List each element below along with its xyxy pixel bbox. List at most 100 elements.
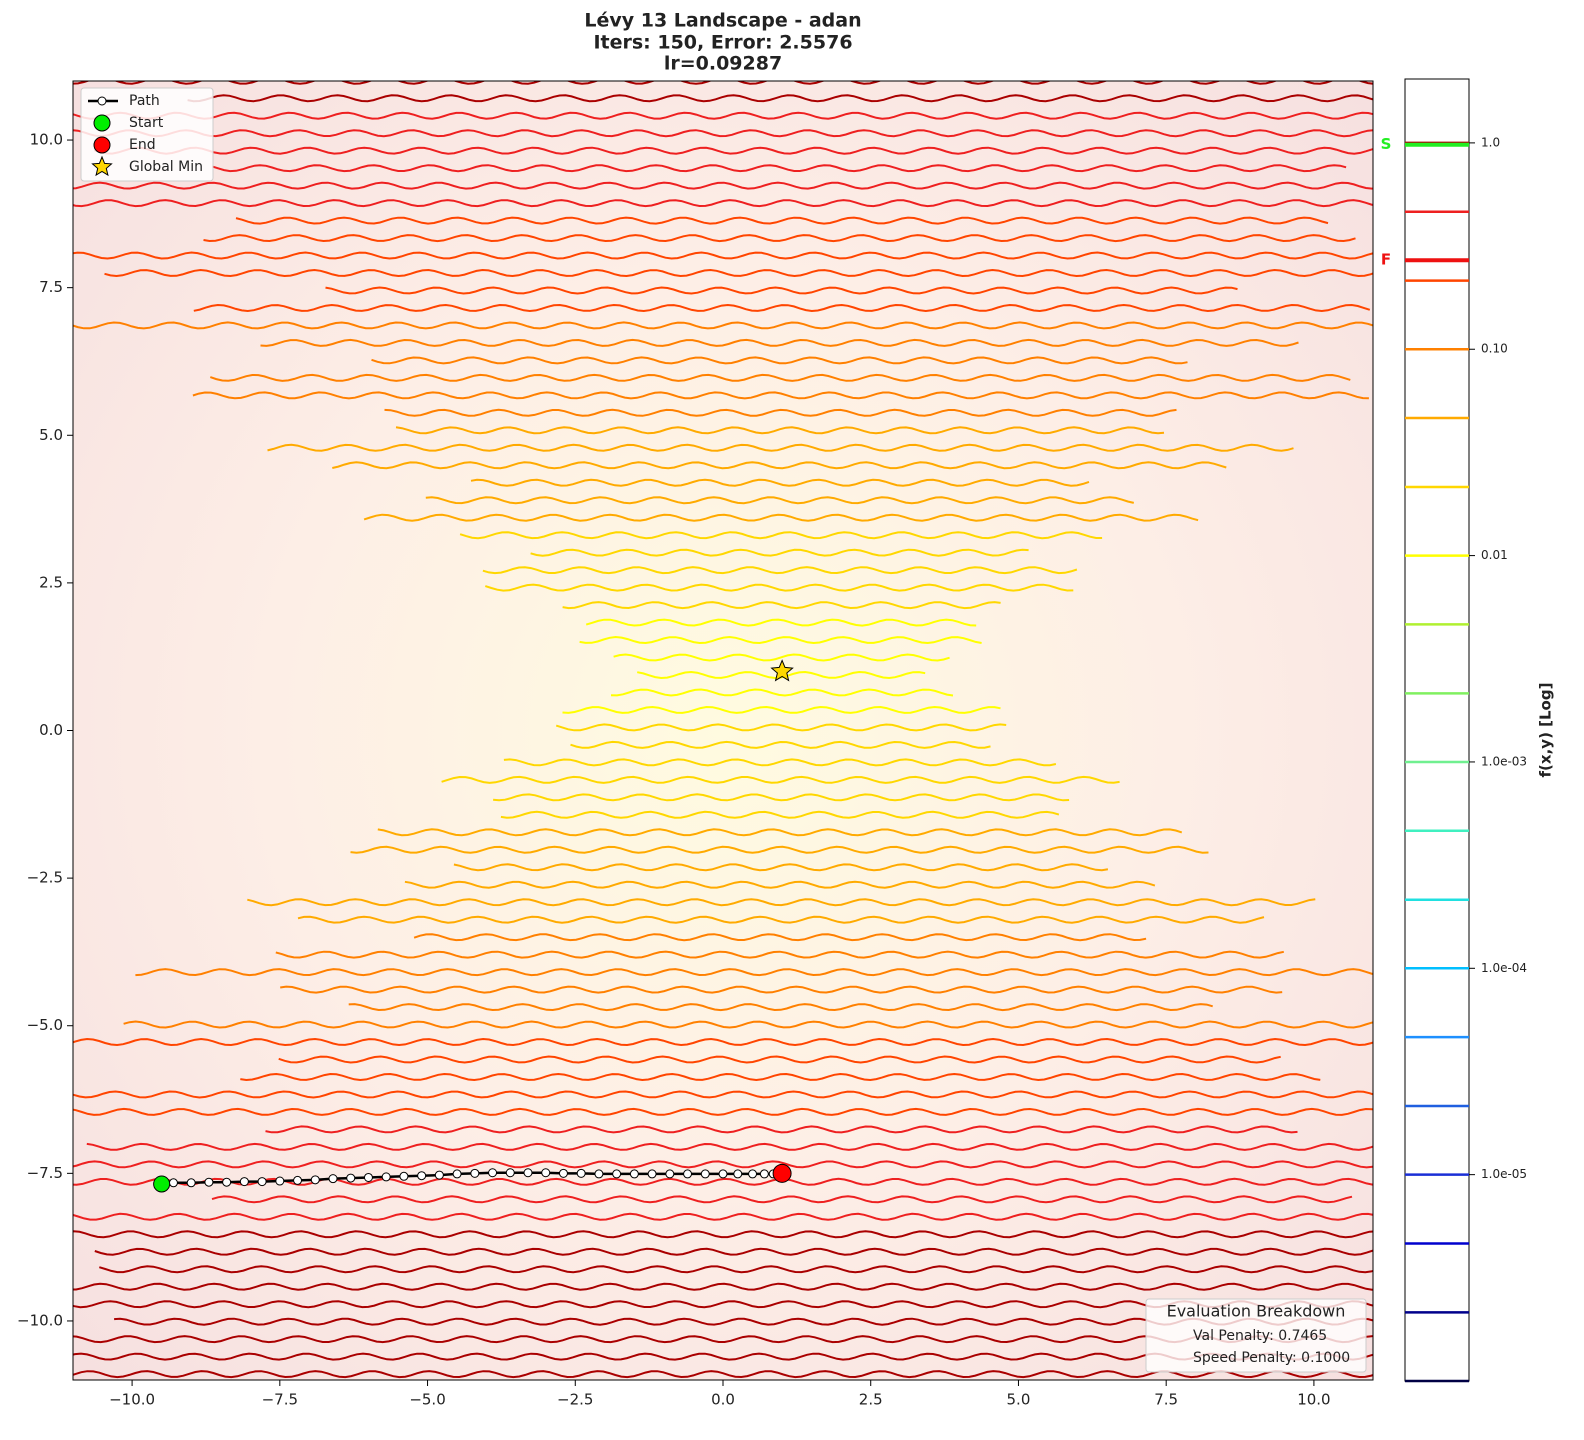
x-tick-label: −7.5 (262, 1391, 298, 1409)
path-point (629, 1169, 639, 1179)
annotation-title: Evaluation Breakdown (1167, 1302, 1346, 1321)
contour-line (265, 1125, 1298, 1134)
contour-line (73, 1282, 1373, 1291)
contour-line (377, 828, 1183, 837)
path-point (558, 1168, 568, 1178)
contour-line (562, 705, 1001, 714)
contours (73, 81, 1373, 1379)
contour-line (267, 443, 1294, 452)
contour-line (94, 1247, 1373, 1256)
contour-line (482, 566, 1078, 575)
contour-line (610, 688, 954, 697)
path-point (168, 1178, 178, 1188)
contour-line (211, 164, 1347, 173)
contour-line (93, 146, 1373, 155)
contour-line (425, 496, 1135, 505)
x-tick-label: 7.5 (1154, 1391, 1178, 1409)
y-tick-label: −10.0 (17, 1311, 63, 1329)
path-point (399, 1171, 409, 1181)
path-point (612, 1169, 622, 1179)
path-point (505, 1168, 515, 1178)
path-point (647, 1169, 657, 1179)
path-point (576, 1168, 586, 1178)
annotation-line: Speed Penalty: 0.1000 (1193, 1350, 1350, 1366)
x-tick-label: −10.0 (109, 1391, 155, 1409)
contour-line (260, 338, 1299, 347)
contour-line (211, 1195, 1353, 1204)
y-tick-label: 10.0 (30, 131, 63, 149)
contour-line (209, 373, 1351, 382)
path-point (275, 1176, 285, 1186)
global-min (770, 659, 794, 682)
legend-swatch (93, 136, 111, 154)
contour-line (384, 408, 1177, 417)
contour-line (453, 863, 1109, 872)
path-point (718, 1169, 728, 1179)
contour-line (585, 618, 977, 627)
contour-line (325, 286, 1238, 295)
path-point (665, 1169, 675, 1179)
x-tick-label: 10.0 (1297, 1391, 1330, 1409)
colorbar-tick-label: 0.10 (1481, 342, 1508, 356)
contour-line (73, 1090, 1373, 1099)
contour-line (73, 1107, 1373, 1116)
legend-box (80, 87, 214, 182)
contour-line (73, 1160, 1373, 1169)
path-point (363, 1172, 373, 1182)
contour-line (135, 968, 1373, 977)
contour-line (240, 1072, 1321, 1082)
contour-line (73, 1230, 1373, 1239)
contour-line (275, 950, 1285, 959)
legend-label: Global Min (129, 159, 203, 175)
path-point (594, 1169, 604, 1179)
contour-line (278, 1055, 1281, 1064)
path-point (759, 1169, 769, 1179)
contour-line (470, 478, 1090, 487)
contour-line (73, 321, 1373, 330)
path-point (733, 1169, 743, 1179)
colorbar-tick-label: 1.0e-03 (1481, 754, 1527, 768)
x-tick-label: 0.0 (711, 1391, 735, 1409)
y-tick-label: 0.0 (39, 721, 63, 739)
path-point (328, 1174, 338, 1184)
path-point (488, 1168, 498, 1178)
contour-line (99, 1265, 1373, 1274)
contour-line (459, 531, 1103, 540)
title-line: Lévy 13 Landscape - adan (584, 10, 861, 32)
contour-line (395, 426, 1165, 435)
x-tick-label: −2.5 (557, 1391, 593, 1409)
contour-line (484, 583, 1074, 592)
path-point (222, 1177, 232, 1187)
path-point (452, 1169, 462, 1179)
end-point (772, 1163, 792, 1183)
legend-swatch (97, 96, 107, 106)
path-point (748, 1169, 758, 1179)
contour-line (332, 461, 1227, 470)
path-point (239, 1177, 249, 1187)
path-point (434, 1170, 444, 1180)
path-point (470, 1168, 480, 1178)
annotation-line: Val Penalty: 0.7465 (1193, 1328, 1327, 1344)
contour-line (530, 548, 1029, 557)
legend-swatch (91, 155, 113, 177)
path-point (310, 1175, 320, 1185)
contour-line (192, 391, 1369, 400)
legend-label: End (129, 137, 156, 153)
contour-line (500, 810, 1060, 819)
contour-line (413, 933, 1147, 942)
legend-swatch (93, 114, 111, 132)
legend-label: Start (129, 115, 164, 131)
path-point (293, 1175, 303, 1185)
contour-line (73, 1352, 1373, 1361)
colorbar-tick-label: 1.0e-05 (1481, 1167, 1527, 1181)
annotation-box (1145, 1298, 1367, 1373)
path-point (381, 1172, 391, 1182)
contour-line (570, 740, 991, 749)
colorbar-frame (1404, 78, 1470, 1382)
contour-line (73, 181, 1373, 190)
colorbar-tick-label: 1.0e-04 (1481, 961, 1527, 975)
contour-line (350, 845, 1209, 854)
path-point (204, 1177, 214, 1187)
title-line: lr=0.09287 (664, 53, 782, 75)
